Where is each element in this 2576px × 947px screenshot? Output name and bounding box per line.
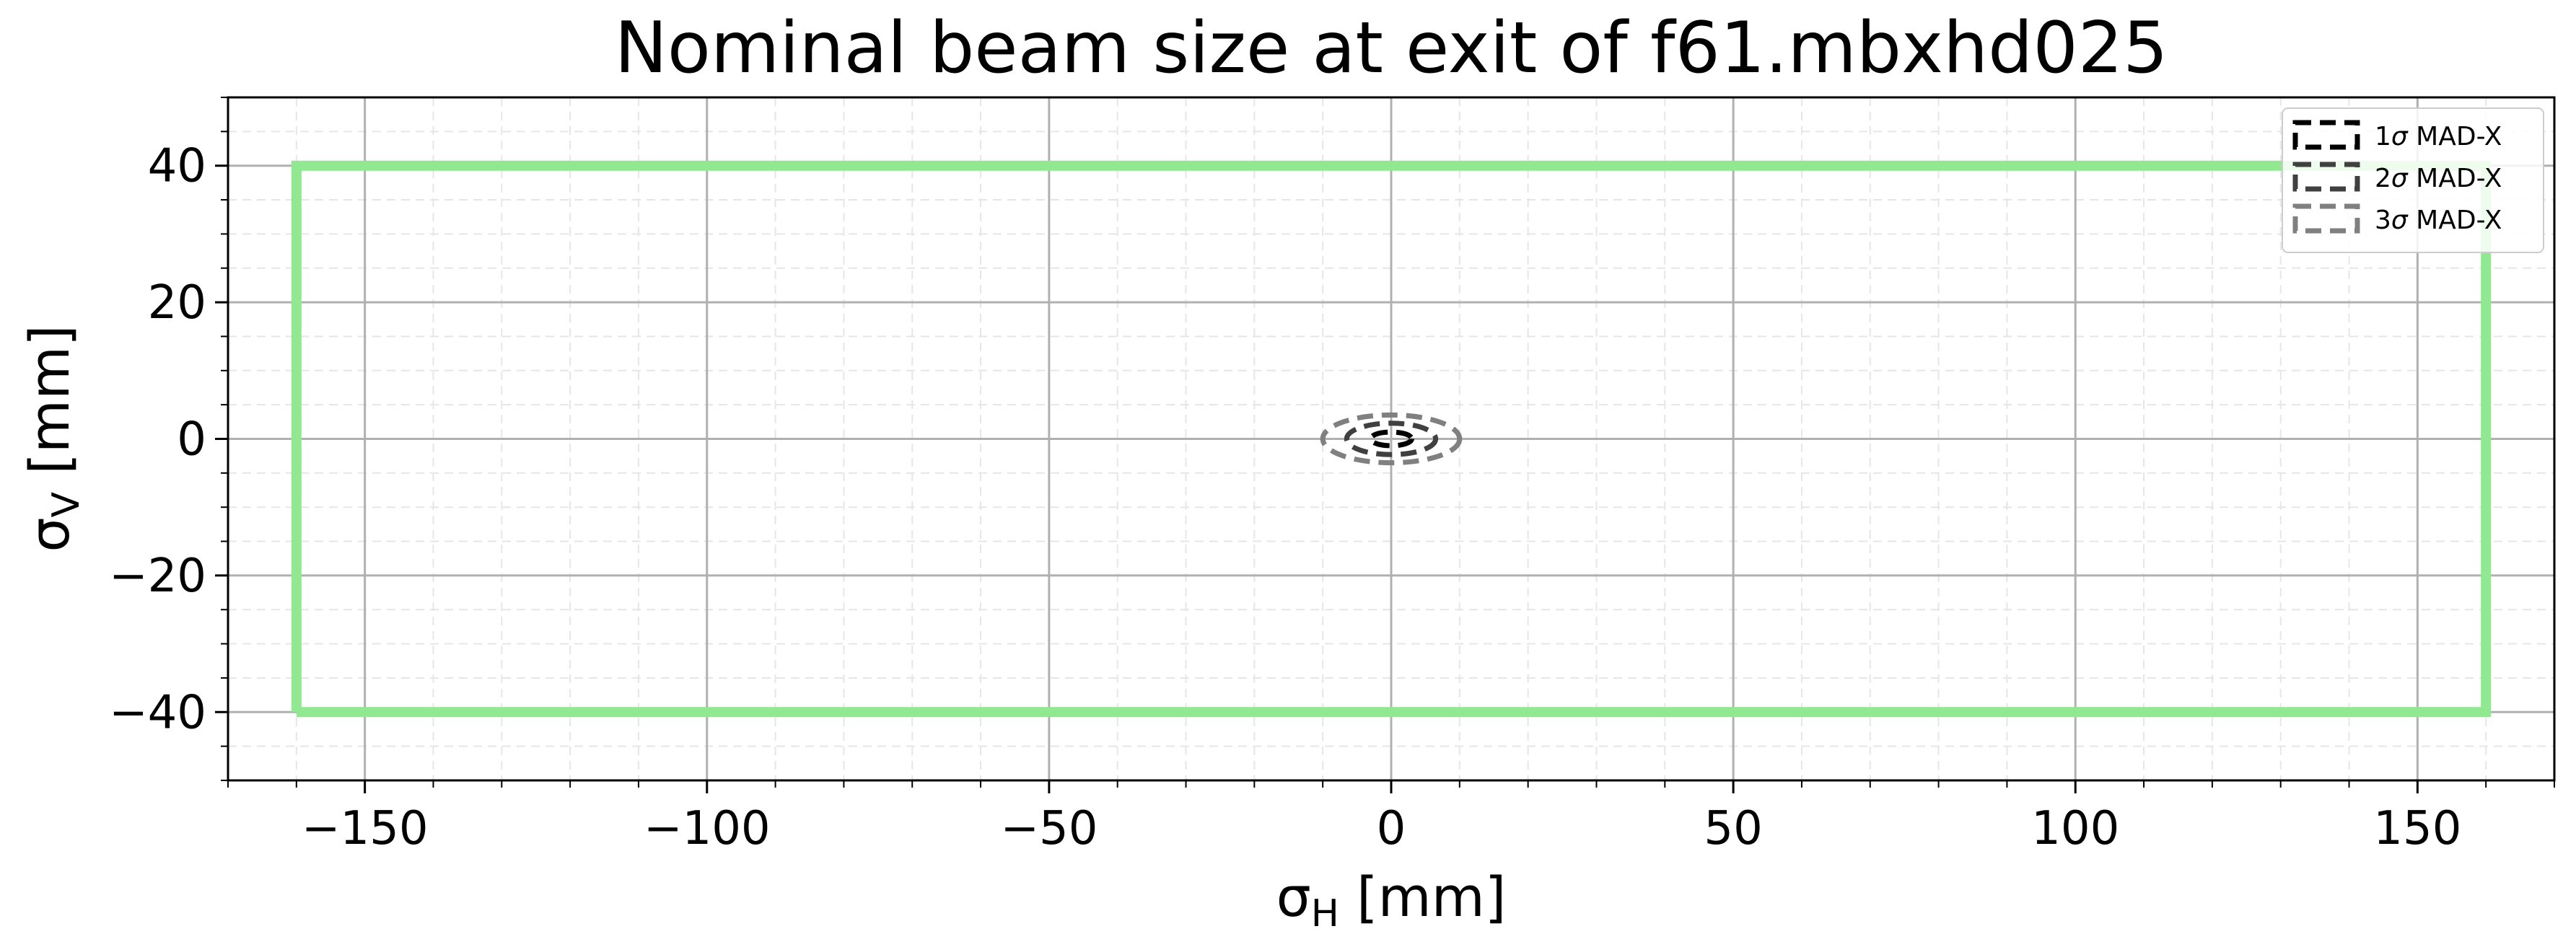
y-tick-label: 20 — [148, 276, 206, 330]
legend: 1σ MAD-X 2σ MAD-X 3σ MAD-X — [2282, 107, 2544, 253]
legend-box — [2282, 107, 2544, 253]
beam-ellipses — [1320, 412, 1463, 466]
beam-ellipse-2sigma — [1344, 420, 1439, 457]
x-tick-label: 0 — [1377, 802, 1406, 855]
y-axis-subscript: V — [45, 491, 88, 517]
x-tick-label: −150 — [302, 802, 429, 855]
legend-label-2sigma: 2σ MAD-X — [2375, 164, 2502, 193]
y-tick-label: 40 — [148, 140, 206, 193]
legend-swatch-2sigma — [2292, 162, 2360, 192]
legend-swatch-1sigma — [2292, 120, 2360, 150]
y-axis-label: σV [mm] — [17, 325, 88, 552]
legend-label-3sigma: 3σ MAD-X — [2375, 206, 2502, 235]
y-tick-label: −20 — [109, 550, 206, 603]
y-tick-label: −40 — [109, 686, 206, 739]
axis-ticks — [215, 97, 2555, 793]
x-tick-label: −100 — [644, 802, 771, 855]
x-tick-labels: −150 −100 −50 0 50 100 150 — [302, 802, 2462, 855]
y-axis-symbol: σ — [17, 517, 82, 552]
legend-swatch-3sigma — [2292, 203, 2360, 234]
y-tick-label: 0 — [177, 413, 206, 467]
x-axis-label: σH [mm] — [1276, 865, 1507, 935]
y-axis-unit: [mm] — [17, 325, 82, 492]
x-tick-label: 50 — [1704, 802, 1762, 855]
x-tick-label: 100 — [2031, 802, 2119, 855]
x-tick-label: −50 — [1000, 802, 1098, 855]
y-tick-labels: −40 −20 0 20 40 — [109, 140, 206, 740]
x-axis-unit: [mm] — [1339, 865, 1507, 929]
x-tick-label: 150 — [2373, 802, 2461, 855]
legend-label-1sigma: 1σ MAD-X — [2375, 122, 2502, 151]
beam-ellipse-1sigma — [1368, 429, 1414, 449]
beam-ellipse-3sigma — [1320, 412, 1463, 466]
x-axis-symbol: σ — [1276, 865, 1311, 929]
x-axis-subscript: H — [1311, 892, 1339, 935]
chart-title: Nominal beam size at exit of f61.mbxhd02… — [615, 7, 2168, 89]
